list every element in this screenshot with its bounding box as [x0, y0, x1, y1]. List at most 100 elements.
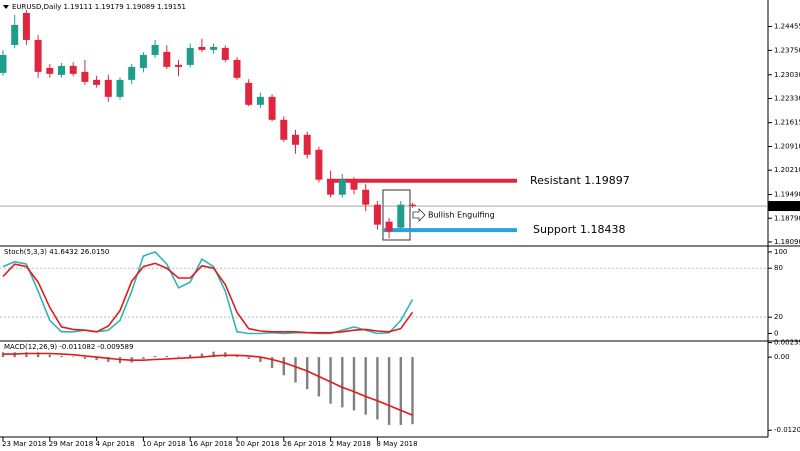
menu-triangle: [3, 5, 9, 9]
histogram-bar: [153, 355, 157, 358]
histogram-bar: [294, 357, 297, 383]
y-tick-label: 0.00: [774, 353, 790, 361]
candle-body: [175, 64, 182, 67]
chart-title: EURUSD,Daily 1.19111 1.19179 1.19089 1.1…: [12, 3, 186, 11]
histogram-bar: [399, 357, 402, 425]
histogram-bar: [364, 357, 367, 415]
histogram-bar: [341, 357, 344, 408]
pattern-label: Bullish Engulfing: [428, 211, 495, 220]
y-tick-label: 1.23030: [774, 71, 800, 79]
histogram-bar: [36, 352, 40, 358]
candle-body: [151, 44, 159, 55]
histogram-bar: [142, 357, 145, 359]
histogram-bar: [107, 357, 110, 362]
histogram-bar: [270, 357, 274, 369]
candle-body: [292, 134, 299, 145]
candle-body: [163, 51, 171, 67]
stoch-line: [2, 262, 414, 334]
y-tick-label: 80: [774, 264, 783, 272]
histogram-bar: [212, 351, 215, 358]
histogram-bar: [60, 355, 63, 358]
histogram-bar: [200, 353, 204, 358]
candle-body: [385, 221, 393, 232]
y-tick-label: 1.23750: [774, 46, 800, 54]
x-tick-label: 8 May 2018: [376, 440, 417, 448]
candle-body: [373, 204, 381, 225]
current-price-box: [768, 201, 800, 212]
y-tick-label: 1.18090: [774, 238, 800, 246]
histogram-bar: [411, 357, 414, 425]
candle-body: [315, 149, 323, 180]
histogram-bar: [72, 356, 75, 358]
candle-body: [303, 134, 311, 155]
candle-body: [221, 47, 229, 60]
candle-body: [128, 66, 136, 80]
histogram-bar: [282, 357, 285, 376]
histogram-bar: [165, 355, 168, 358]
histogram-bar: [48, 354, 51, 358]
candle-body: [116, 79, 124, 97]
histogram-bar: [247, 357, 250, 359]
histogram-bar: [177, 356, 180, 358]
x-tick-label: 29 Mar 2018: [49, 440, 93, 448]
histogram-bar: [83, 357, 87, 359]
x-tick-label: 16 Apr 2018: [189, 440, 232, 448]
y-tick-label: 1.20210: [774, 166, 800, 174]
histogram-bar: [352, 357, 356, 411]
y-tick-label: 1.18790: [774, 214, 800, 222]
candle-body: [34, 39, 42, 72]
candle-body: [198, 46, 206, 50]
y-tick-label: 100: [774, 248, 787, 256]
candle-body: [350, 179, 358, 190]
candle-body: [397, 204, 405, 228]
pattern-arrow: [412, 208, 426, 222]
histogram-bar: [376, 357, 379, 420]
y-tick-label: -0.012082: [774, 426, 800, 434]
histogram-bar: [306, 357, 309, 390]
candle-body: [362, 189, 370, 205]
stoch-line: [2, 250, 414, 335]
y-tick-label: 1.19490: [774, 191, 800, 199]
x-tick-label: 2 May 2018: [330, 440, 371, 448]
candle-body: [280, 119, 288, 140]
candle-body: [93, 79, 101, 85]
candle-body: [11, 24, 19, 45]
candle-body: [139, 54, 147, 68]
histogram-bar: [329, 357, 332, 404]
candle-body: [104, 79, 112, 97]
candle-body: [69, 65, 77, 74]
candle-body: [186, 47, 194, 65]
candle-body: [256, 96, 264, 105]
histogram-bar: [259, 357, 262, 362]
level-label: Support 1.18438: [533, 223, 625, 236]
candle-body: [81, 71, 89, 82]
histogram-bar: [387, 357, 391, 425]
macd-title: MACD(12,26,9) -0.011082 -0.009589: [4, 343, 133, 351]
signal-line: [3, 352, 413, 416]
pattern-box: [382, 189, 411, 241]
x-tick-label: 4 Apr 2018: [96, 440, 135, 448]
y-tick-label: 1.22330: [774, 94, 800, 102]
x-tick-label: 23 Mar 2018: [2, 440, 46, 448]
histogram-bar: [95, 357, 98, 361]
candle-body: [58, 65, 65, 75]
candle-body: [0, 54, 7, 73]
candle-body: [210, 46, 218, 50]
histogram-bar: [189, 354, 192, 358]
candle-body: [268, 96, 276, 120]
candle-body: [338, 179, 346, 195]
y-tick-label: 1.24455: [774, 23, 800, 31]
candle-body: [46, 67, 54, 74]
y-tick-label: 0: [774, 329, 778, 337]
candle-body: [409, 204, 416, 207]
y-tick-label: 0.002399: [774, 339, 800, 347]
y-tick-label: 1.21615: [774, 119, 800, 127]
candle-body: [245, 82, 253, 105]
y-tick-label: 1.20910: [774, 143, 800, 151]
histogram-bar: [25, 352, 28, 358]
x-tick-label: 20 Apr 2018: [236, 440, 279, 448]
y-tick-label: 20: [774, 313, 783, 321]
x-tick-label: 26 Apr 2018: [283, 440, 326, 448]
stoch-title: Stoch(5,3,3) 41.6432 26.0150: [4, 248, 109, 256]
